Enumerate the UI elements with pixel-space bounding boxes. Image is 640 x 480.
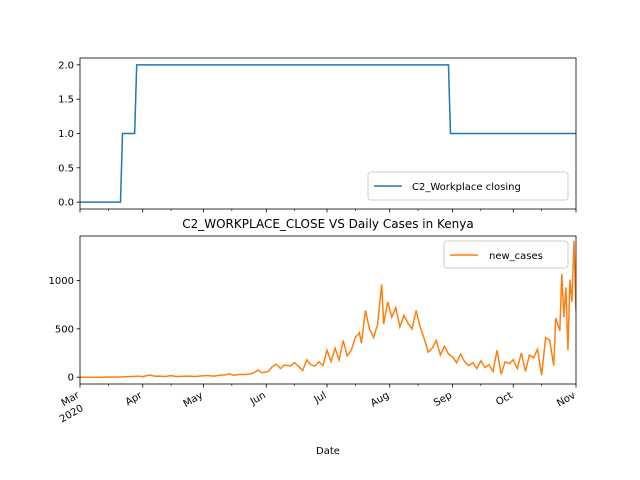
top-y-tick-label: 0.5 bbox=[58, 163, 74, 174]
series-line-new-cases bbox=[80, 240, 576, 378]
legend-label-c2-workplace-closing: C2_Workplace closing bbox=[412, 182, 521, 193]
bottom-y-tick-label: 1000 bbox=[49, 276, 74, 287]
bottom-legend-box bbox=[443, 240, 569, 269]
top-y-axis: 0.0 0.5 1.0 1.5 2.0 bbox=[58, 60, 80, 209]
bottom-y-tick-label: 500 bbox=[55, 324, 74, 335]
bottom-y-axis: 0 500 1000 bbox=[49, 276, 80, 384]
bottom-legend: new_cases bbox=[443, 240, 569, 269]
bottom-y-tick-label: 0 bbox=[68, 373, 74, 384]
top-y-tick-label: 1.5 bbox=[58, 95, 74, 106]
top-y-tick-label: 2.0 bbox=[58, 60, 74, 71]
series-line-c2-workplace-closing bbox=[80, 64, 576, 203]
top-legend-box bbox=[367, 171, 569, 201]
chart-title: C2_WORKPLACE_CLOSE VS Daily Cases in Ken… bbox=[182, 217, 474, 231]
legend-label-new-cases: new_cases bbox=[489, 251, 543, 262]
top-legend: C2_Workplace closing bbox=[367, 171, 569, 201]
bottom-plot-frame bbox=[79, 235, 577, 385]
top-subplot: 0.0 0.5 1.0 1.5 2.0 C2_Workplace closing bbox=[58, 57, 577, 213]
bottom-subplot: C2_WORKPLACE_CLOSE VS Daily Cases in Ken… bbox=[49, 217, 578, 457]
top-y-tick-label: 1.0 bbox=[58, 129, 74, 140]
top-plot-frame bbox=[79, 57, 577, 210]
top-y-tick-label: 0.0 bbox=[58, 198, 74, 209]
x-axis-label: Date bbox=[316, 446, 340, 457]
